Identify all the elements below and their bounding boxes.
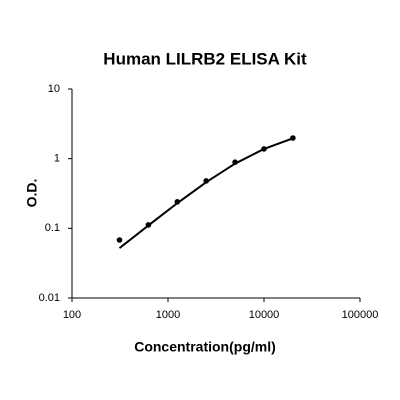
data-point bbox=[145, 222, 152, 228]
data-point bbox=[232, 159, 238, 165]
data-point bbox=[203, 178, 210, 184]
x-tick-label: 10000 bbox=[249, 309, 280, 321]
data-point bbox=[261, 146, 267, 152]
y-tick-label: 1 bbox=[54, 153, 60, 165]
x-tick-label: 100 bbox=[63, 309, 81, 321]
data-point bbox=[116, 237, 123, 243]
y-tick-label: 0.01 bbox=[39, 292, 60, 304]
x-tick-label: 1000 bbox=[156, 309, 180, 321]
fit-curve bbox=[118, 137, 294, 249]
x-axis-label: Concentration(pg/ml) bbox=[134, 339, 276, 355]
chart-title: Human LILRB2 ELISA Kit bbox=[103, 49, 307, 68]
y-axis-label: O.D. bbox=[24, 179, 40, 208]
x-tick-label: 100000 bbox=[342, 309, 379, 321]
data-point bbox=[174, 199, 181, 205]
data-point bbox=[290, 135, 296, 141]
y-tick-label: 0.1 bbox=[45, 222, 60, 234]
y-tick-label: 10 bbox=[48, 83, 60, 95]
